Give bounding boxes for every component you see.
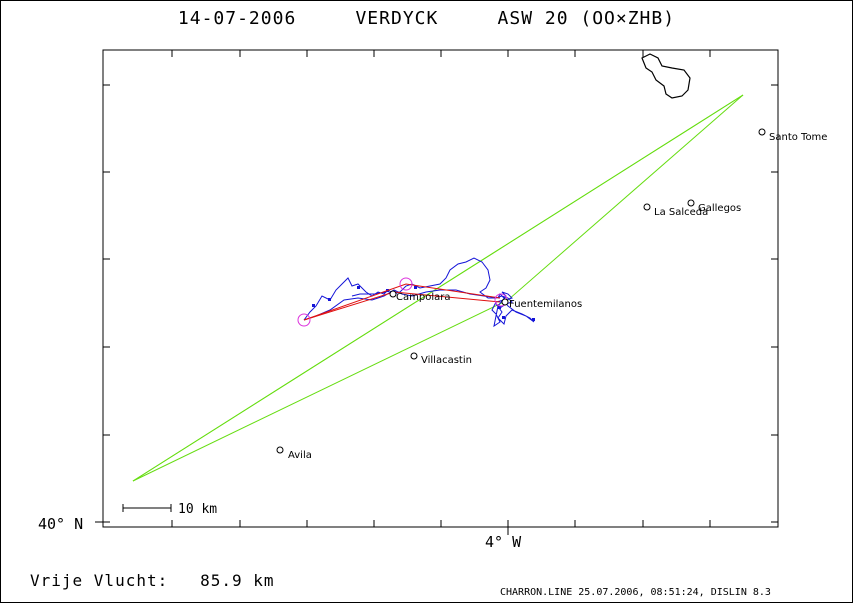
place-label-fuentemilanos: Fuentemilanos bbox=[509, 299, 582, 310]
place-label-gallegos: Gallegos bbox=[698, 203, 741, 214]
place-marker-gallegos bbox=[687, 199, 695, 207]
place-marker-santo-tome bbox=[758, 128, 766, 136]
track-fix bbox=[328, 298, 331, 301]
turnpoint-start bbox=[297, 313, 311, 327]
place-label-villacastin: Villacastin bbox=[421, 355, 472, 366]
track-fix bbox=[312, 304, 315, 307]
place-marker-fuentemilanos bbox=[501, 298, 509, 306]
longitude-label: 4° W bbox=[485, 533, 522, 551]
lake-outline bbox=[641, 53, 691, 99]
free-flight-distance-text: Vrije Vlucht: 85.9 km bbox=[30, 571, 275, 590]
triangle-line-lower bbox=[132, 94, 744, 482]
glider-type: ASW 20 (OO×ZHB) bbox=[497, 8, 676, 29]
place-marker-la-salceda bbox=[643, 203, 651, 211]
task-leg-1 bbox=[303, 283, 501, 321]
place-marker-avila bbox=[276, 446, 284, 454]
free-flight-distance: Vrije Vlucht: 85.9 km bbox=[30, 571, 275, 590]
place-label-santo-tome: Santo Tome bbox=[769, 132, 827, 143]
track-fix bbox=[532, 318, 535, 321]
flight-date: 14-07-2006 bbox=[177, 8, 297, 29]
axis-ticks bbox=[95, 50, 778, 535]
track-fix bbox=[357, 286, 360, 289]
place-label-campolara: Campolara bbox=[396, 292, 450, 303]
track-fix bbox=[502, 316, 505, 319]
track-fix bbox=[414, 286, 417, 289]
scale-bar bbox=[122, 504, 172, 512]
place-marker-villacastin bbox=[410, 352, 418, 360]
place-label-avila: Avila bbox=[288, 450, 312, 461]
place-markers bbox=[276, 128, 766, 454]
triangle-line-b bbox=[132, 94, 744, 482]
latitude-label: 40° N bbox=[38, 515, 84, 533]
scale-bar-label: 10 km bbox=[178, 502, 217, 517]
plot-area bbox=[102, 49, 779, 528]
triangle-lines bbox=[132, 94, 744, 482]
place-marker-campolara bbox=[389, 290, 397, 298]
flight-title: 14-07-2006 VERDYCK ASW 20 (OO×ZHB) bbox=[0, 8, 853, 29]
turnpoint-campolara bbox=[399, 277, 413, 291]
pilot-name: VERDYCK bbox=[355, 8, 439, 29]
place-label-la-salceda: La Salceda bbox=[654, 207, 708, 218]
render-info: CHARRON.LINE 25.07.2006, 08:51:24, DISLI… bbox=[500, 587, 771, 598]
track-fix bbox=[498, 306, 501, 309]
